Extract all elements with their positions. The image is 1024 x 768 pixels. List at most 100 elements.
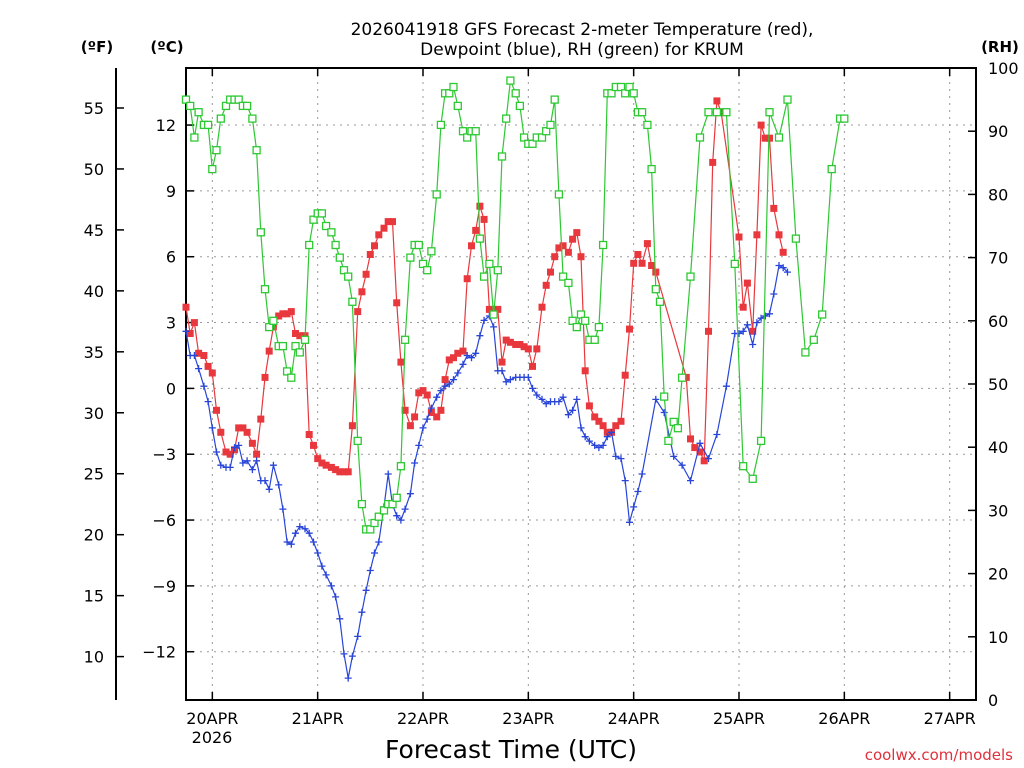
dewpoint-point	[753, 319, 761, 327]
rh-point	[774, 133, 784, 142]
rh-point	[664, 436, 673, 446]
celsius-tick-label: −6	[152, 511, 176, 530]
rh-point	[252, 146, 261, 155]
rh-point	[704, 108, 713, 117]
rh-point	[511, 89, 520, 98]
temperature-point	[612, 422, 620, 430]
dewpoint-point	[743, 321, 751, 329]
fahrenheit-tick-label: 45	[84, 221, 104, 240]
temperature-point	[542, 281, 550, 289]
rh-point	[400, 335, 410, 344]
rh-point	[216, 114, 225, 123]
temperature-point	[358, 288, 366, 296]
temperature-point	[348, 422, 356, 430]
rh-point	[282, 367, 292, 376]
dewpoint-point	[573, 395, 581, 403]
dewpoint-point	[577, 424, 585, 432]
rh-point	[300, 335, 310, 344]
dewpoint-point	[735, 330, 743, 337]
x-tick-label: 25APR	[713, 709, 765, 728]
temperature-point	[591, 413, 599, 421]
fahrenheit-tick-label: 55	[84, 99, 104, 118]
rh-tick-label: 70	[988, 249, 1008, 268]
rh-point	[305, 240, 314, 250]
dewpoint-point	[213, 448, 220, 456]
rh-point	[572, 322, 581, 332]
dewpoint-point	[327, 582, 335, 590]
rh-point	[331, 240, 340, 250]
rh-point	[739, 462, 748, 471]
dewpoint-point	[235, 441, 243, 449]
temperature-point	[375, 231, 383, 239]
dewpoint-point	[538, 395, 546, 403]
temperature-point	[380, 224, 388, 232]
dewpoint-point	[617, 455, 625, 463]
dewpoint-point	[208, 424, 216, 432]
temperature-point	[630, 259, 638, 267]
rh-point	[677, 373, 687, 382]
rh-tick-label: 10	[988, 628, 1008, 647]
temperature-point	[529, 362, 536, 370]
dewpoint-point	[770, 290, 778, 298]
rh-tick-label: 100	[988, 59, 1019, 78]
rh-point	[353, 436, 362, 446]
credit-text: coolwx.com/models	[865, 746, 1013, 764]
rh-point	[388, 499, 397, 509]
temperature-point	[279, 310, 287, 318]
rh-point	[260, 285, 270, 294]
dewpoint-point	[559, 393, 567, 401]
celsius-tick-label: 3	[166, 314, 176, 333]
rh-point	[550, 95, 559, 104]
dewpoint-point	[480, 316, 488, 324]
dewpoint-point	[722, 382, 730, 390]
dewpoint-point	[595, 444, 603, 452]
temperature-point	[463, 275, 471, 283]
rh-point	[287, 373, 296, 382]
rh-point	[686, 272, 695, 281]
temperature-point	[340, 468, 348, 476]
rh-point	[414, 240, 423, 250]
grid	[186, 68, 976, 700]
dewpoint-point	[253, 457, 261, 465]
dewpoint-point	[366, 567, 374, 574]
temperature-point	[235, 424, 243, 432]
temperature-point	[524, 345, 532, 353]
dewpoint-point	[204, 398, 212, 406]
year-label: 2026	[192, 728, 233, 747]
celsius-tick-label: 9	[166, 182, 176, 201]
temperature-point	[735, 233, 743, 241]
dewpoint-point	[362, 586, 370, 594]
rh-series	[181, 76, 849, 534]
temperature-point	[366, 251, 374, 258]
rh-point	[212, 146, 221, 155]
dewpoint-point	[182, 327, 190, 335]
rh-point	[537, 133, 547, 142]
rh-point	[607, 89, 616, 98]
temperature-point	[269, 323, 277, 331]
temperature-point	[393, 299, 401, 307]
dewpoint-point	[275, 481, 283, 489]
rh-point	[515, 101, 525, 111]
rh-point	[485, 259, 494, 269]
dewpoint-point	[621, 477, 629, 485]
temperature-point	[621, 371, 629, 379]
temperature-point	[766, 134, 773, 142]
temperature-point	[419, 387, 427, 395]
dewpoint-point	[498, 367, 506, 375]
rh-tick-label: 30	[988, 501, 1008, 520]
temperature-point	[195, 349, 203, 357]
rh-point	[370, 518, 379, 528]
rh-point	[181, 95, 191, 104]
temperature-point	[682, 373, 690, 381]
temperature-point	[480, 215, 488, 223]
dewpoint-point	[195, 365, 203, 373]
dewpoint-point	[634, 488, 642, 495]
rh-point	[748, 474, 757, 483]
celsius-tick-label: 6	[166, 248, 176, 267]
dewpoint-point	[296, 523, 304, 531]
temperature-point	[770, 204, 778, 212]
temperature-point	[213, 406, 220, 414]
rh-point	[423, 266, 432, 275]
